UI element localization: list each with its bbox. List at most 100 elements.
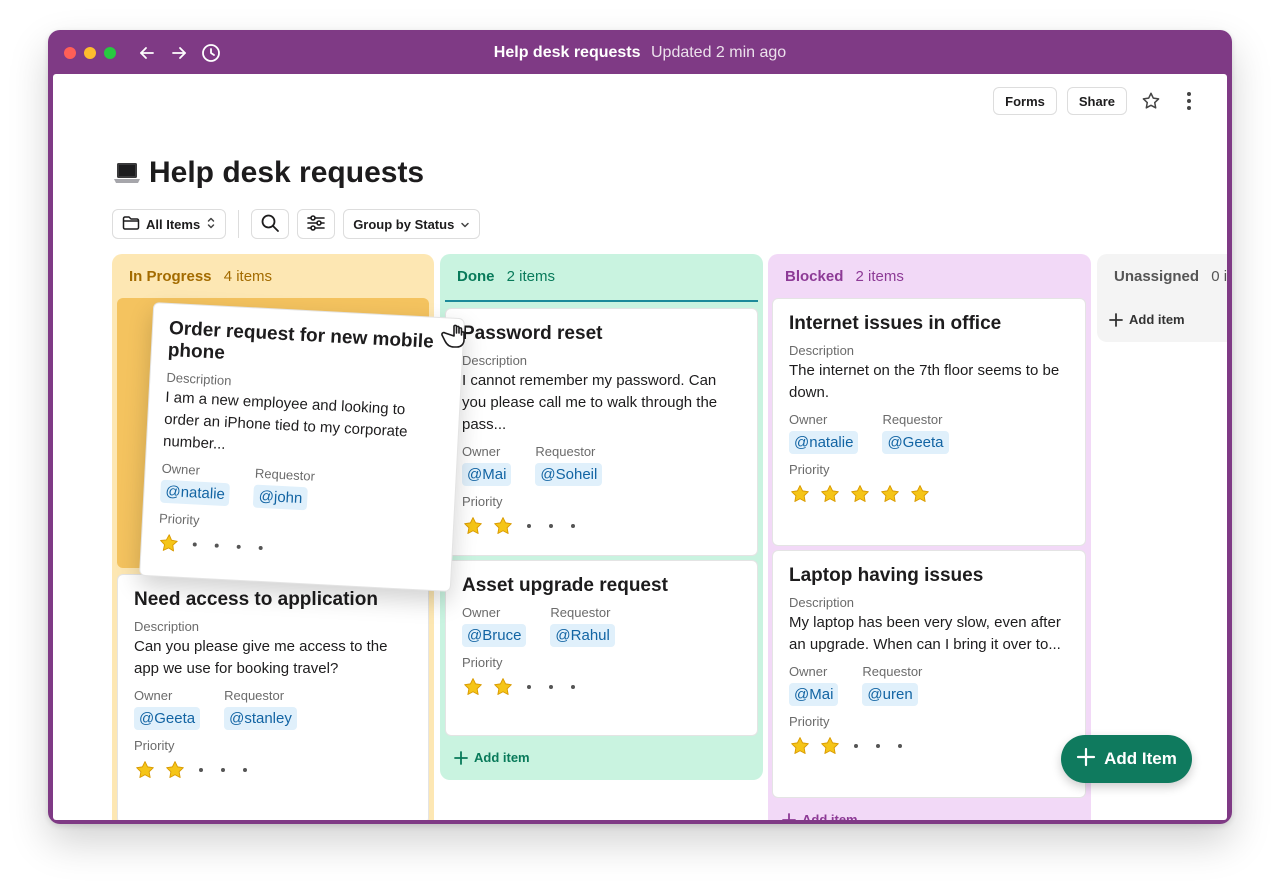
empty-priority-dot — [571, 524, 575, 528]
share-button[interactable]: Share — [1066, 87, 1127, 115]
description-text: I am a new employee and looking to order… — [162, 388, 408, 453]
priority-label: Priority — [462, 655, 503, 670]
description-text: The internet on the 7th floor seems to b… — [789, 362, 1060, 401]
star-icon — [136, 761, 154, 778]
requestor-mention[interactable]: @john — [253, 484, 308, 511]
empty-priority-dot — [258, 545, 263, 551]
star-icon — [881, 485, 899, 502]
star-outline-icon[interactable] — [1137, 87, 1165, 115]
minimize-window-button[interactable] — [84, 47, 96, 59]
add-item-label: Add item — [802, 812, 858, 820]
page-title-text: Help desk requests — [149, 156, 425, 189]
add-item-button[interactable]: Add item — [454, 750, 530, 765]
zoom-window-button[interactable] — [104, 47, 116, 59]
plus-icon — [1109, 312, 1123, 327]
requestor-label: Requestor — [550, 605, 611, 620]
requestor-field: Requestor @john — [253, 466, 315, 511]
title-bar: Help desk requests Updated 2 min ago — [48, 30, 1232, 74]
priority-rating[interactable] — [789, 483, 1069, 505]
group-by-button[interactable]: Group by Status — [343, 209, 481, 239]
empty-priority-dot — [214, 543, 219, 548]
filter-button[interactable] — [297, 209, 336, 239]
empty-priority-dot — [876, 744, 880, 748]
empty-priority-dot — [549, 524, 553, 528]
add-item-fab-label: Add Item — [1104, 749, 1177, 768]
plus-icon — [454, 750, 468, 765]
view-selector[interactable]: All Items — [112, 209, 227, 239]
forms-button[interactable]: Forms — [993, 87, 1057, 115]
search-icon — [260, 213, 280, 236]
requestor-mention[interactable]: @Rahul — [550, 624, 615, 647]
column-blocked: Blocked 2 items Internet issues in offic… — [768, 254, 1091, 820]
description-label: Description — [789, 595, 855, 610]
column-count: 0 items — [1211, 268, 1227, 285]
column-count: 4 items — [223, 268, 273, 285]
owner-label: Owner — [462, 444, 501, 459]
priority-rating[interactable] — [789, 735, 1069, 757]
owner-mention[interactable]: @Geeta — [134, 707, 201, 730]
owner-mention[interactable]: @Mai — [462, 463, 512, 486]
owner-mention[interactable]: @natalie — [789, 431, 859, 454]
column-name: Done — [457, 268, 495, 285]
empty-priority-dot — [236, 544, 241, 549]
column-header: Unassigned 0 items — [1114, 268, 1227, 285]
column-name: In Progress — [129, 268, 212, 285]
owner-label: Owner — [462, 605, 501, 620]
group-by-label: Group by Status — [353, 216, 455, 232]
owner-mention[interactable]: @Mai — [789, 683, 839, 706]
owner-label: Owner — [134, 688, 173, 703]
view-selector-label: All Items — [146, 216, 201, 232]
empty-priority-dot — [527, 685, 531, 689]
more-options-icon[interactable] — [1175, 87, 1203, 115]
empty-priority-dot — [549, 685, 553, 689]
owner-field: Owner @Bruce — [462, 605, 527, 647]
requestor-mention[interactable]: @Soheil — [535, 463, 603, 486]
forward-arrow-icon[interactable] — [168, 42, 190, 64]
add-item-button[interactable]: Add item — [1109, 312, 1185, 327]
column-header: Done 2 items — [457, 268, 555, 285]
description-text: My laptop has been very slow, even after… — [789, 614, 1061, 653]
view-toolbar: All Items Group by Status — [112, 208, 481, 240]
owner-mention[interactable]: @natalie — [159, 479, 231, 507]
priority-rating[interactable] — [134, 759, 412, 781]
priority-rating[interactable] — [462, 515, 741, 537]
star-icon — [821, 485, 839, 502]
card-title: Order request for new mobile phone — [167, 317, 435, 364]
close-window-button[interactable] — [64, 47, 76, 59]
add-item-label: Add item — [1129, 312, 1185, 327]
card-order-request-dragging[interactable]: Order request for new mobile phone Descr… — [139, 302, 465, 592]
owner-field: Owner @Mai — [789, 664, 839, 706]
card-title: Laptop having issues — [789, 565, 984, 586]
list-content: Forms Share Help desk requests — [53, 74, 1227, 820]
add-item-fab[interactable]: Add Item — [1061, 735, 1192, 783]
card-internet-issues[interactable]: Internet issues in office Description Th… — [772, 298, 1086, 546]
requestor-field: Requestor @Geeta — [882, 412, 949, 454]
priority-rating[interactable] — [462, 676, 741, 698]
drop-target-indicator — [445, 300, 758, 302]
add-item-button[interactable]: Add item — [782, 812, 858, 820]
history-clock-icon[interactable] — [200, 42, 222, 64]
back-arrow-icon[interactable] — [136, 42, 158, 64]
card-need-access[interactable]: Need access to application Description C… — [117, 574, 429, 820]
requestor-mention[interactable]: @stanley — [224, 707, 297, 730]
requestor-mention[interactable]: @Geeta — [882, 431, 949, 454]
card-asset-upgrade[interactable]: Asset upgrade request Owner @Bruce Reque… — [445, 560, 758, 736]
plus-icon — [1076, 747, 1096, 772]
star-icon — [821, 737, 839, 754]
owner-field: Owner @natalie — [159, 461, 232, 507]
card-laptop-issues[interactable]: Laptop having issues Description My lapt… — [772, 550, 1086, 798]
star-icon — [791, 737, 809, 754]
owner-mention[interactable]: @Bruce — [462, 624, 527, 647]
laptop-icon — [113, 159, 141, 187]
requestor-mention[interactable]: @uren — [862, 683, 918, 706]
priority-rating[interactable] — [157, 532, 436, 569]
plus-icon — [782, 812, 796, 820]
search-button[interactable] — [251, 209, 290, 239]
star-icon — [494, 517, 512, 534]
column-header: In Progress 4 items — [129, 268, 272, 285]
column-header: Blocked 2 items — [785, 268, 904, 285]
page-title: Help desk requests — [113, 156, 424, 190]
add-item-label: Add item — [474, 750, 530, 765]
card-password-reset[interactable]: Password reset Description I cannot reme… — [445, 308, 758, 556]
column-name: Blocked — [785, 268, 844, 285]
